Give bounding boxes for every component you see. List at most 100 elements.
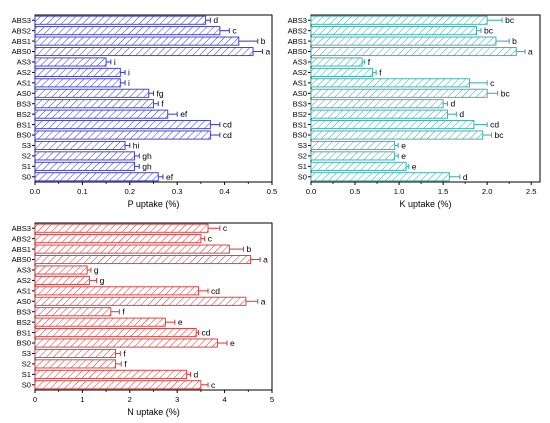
k-category-label: S1 bbox=[298, 162, 307, 171]
n-category-label: BS2 bbox=[17, 318, 31, 327]
p-significance-letter: gh bbox=[142, 161, 152, 171]
n-bar bbox=[34, 296, 247, 306]
k-significance-letter: e bbox=[401, 140, 406, 150]
p-category-label: AS0 bbox=[17, 89, 31, 98]
n-significance-letter: c bbox=[211, 380, 216, 390]
k-bar bbox=[310, 15, 488, 25]
k-bar bbox=[310, 120, 475, 130]
n-category-label: BS3 bbox=[17, 307, 31, 316]
k-significance-letter: bc bbox=[501, 88, 511, 98]
n-bar bbox=[34, 286, 199, 296]
p-category-label: S0 bbox=[22, 172, 31, 181]
n-category-label: S3 bbox=[22, 349, 31, 358]
k-bar bbox=[310, 130, 484, 140]
n-significance-letter: e bbox=[178, 317, 183, 327]
p-category-label: BS1 bbox=[17, 120, 31, 129]
k-significance-letter: e bbox=[401, 151, 406, 161]
n-bar bbox=[34, 265, 88, 275]
k-x-tick-label: 1.0 bbox=[394, 187, 405, 196]
n-x-tick-label: 3 bbox=[175, 395, 179, 404]
n-category-label: BS0 bbox=[17, 339, 31, 348]
p-bar bbox=[34, 36, 240, 46]
p-bar bbox=[34, 120, 211, 130]
n-category-label: AS1 bbox=[17, 287, 31, 296]
k-bar bbox=[310, 88, 488, 98]
k-significance-letter: c bbox=[490, 78, 495, 88]
n-significance-letter: c bbox=[208, 234, 213, 244]
p-bar bbox=[34, 130, 211, 140]
n-bar bbox=[34, 338, 218, 348]
p-category-label: S3 bbox=[22, 141, 31, 150]
p-bar bbox=[34, 26, 221, 36]
p-x-tick-label: 0.2 bbox=[125, 187, 136, 196]
k-category-label: ABS2 bbox=[288, 26, 307, 35]
k-category-label: BS3 bbox=[293, 99, 307, 108]
p-x-tick-label: 0.5 bbox=[267, 187, 278, 196]
p-bar bbox=[34, 57, 107, 67]
p-category-label: AS1 bbox=[17, 79, 31, 88]
p-category-label: ABS0 bbox=[12, 47, 31, 56]
p-category-label: BS0 bbox=[17, 131, 31, 140]
p-bar bbox=[34, 172, 159, 182]
n-bar bbox=[34, 223, 209, 233]
n-category-label: ABS3 bbox=[12, 224, 31, 233]
n-significance-letter: f bbox=[124, 359, 127, 369]
n-category-label: S0 bbox=[22, 380, 31, 389]
k-category-label: S2 bbox=[298, 152, 307, 161]
n-x-tick-label: 1 bbox=[80, 395, 84, 404]
n-significance-letter: g bbox=[100, 275, 105, 285]
p-significance-letter: cd bbox=[223, 120, 232, 130]
k-bar bbox=[310, 36, 497, 46]
p-significance-letter: b bbox=[261, 36, 266, 46]
n-bar bbox=[34, 369, 188, 379]
k-category-label: BS0 bbox=[293, 131, 307, 140]
k-category-label: ABS3 bbox=[288, 16, 307, 25]
p-x-tick-label: 0.4 bbox=[219, 187, 230, 196]
p-significance-letter: c bbox=[232, 26, 237, 36]
p-x-axis-label: P uptake (%) bbox=[128, 199, 180, 209]
n-significance-letter: a bbox=[261, 296, 266, 306]
p-significance-letter: gh bbox=[142, 151, 152, 161]
p-x-tick-label: 0.1 bbox=[77, 187, 88, 196]
k-significance-letter: d bbox=[459, 109, 464, 119]
p-bar bbox=[34, 109, 169, 119]
k-significance-letter: d bbox=[451, 99, 456, 109]
k-x-tick-label: 0.5 bbox=[350, 187, 361, 196]
n-bar bbox=[34, 244, 230, 254]
k-category-label: AS2 bbox=[293, 68, 307, 77]
k-x-tick-label: 2.0 bbox=[482, 187, 493, 196]
k-category-label: BS1 bbox=[293, 120, 307, 129]
n-significance-letter: d bbox=[193, 369, 198, 379]
k-significance-letter: e bbox=[412, 161, 417, 171]
n-bar bbox=[34, 307, 112, 317]
p-significance-letter: i bbox=[128, 78, 130, 88]
p-bar bbox=[34, 99, 154, 109]
n-x-axis-label: N uptake (%) bbox=[127, 407, 180, 417]
k-x-axis-label: K uptake (%) bbox=[399, 199, 451, 209]
k-x-tick-label: 2.5 bbox=[526, 187, 537, 196]
p-significance-letter: ef bbox=[166, 172, 174, 182]
k-category-label: BS2 bbox=[293, 110, 307, 119]
n-bar bbox=[34, 380, 202, 390]
k-category-label: AS0 bbox=[293, 89, 307, 98]
k-bar bbox=[310, 67, 374, 77]
n-category-label: ABS0 bbox=[12, 255, 31, 264]
k-x-tick-label: 1.5 bbox=[438, 187, 449, 196]
k-bar bbox=[310, 140, 396, 150]
n-significance-letter: f bbox=[122, 307, 125, 317]
k-category-label: ABS1 bbox=[288, 37, 307, 46]
k-bar bbox=[310, 26, 478, 36]
k-x-tick-label: 0.0 bbox=[306, 187, 317, 196]
p-x-tick-label: 0.0 bbox=[30, 187, 41, 196]
n-x-tick-label: 0 bbox=[33, 395, 37, 404]
k-category-label: AS3 bbox=[293, 58, 307, 67]
k-bar bbox=[310, 151, 396, 161]
k-significance-letter: d bbox=[463, 172, 468, 182]
p-significance-letter: cd bbox=[223, 130, 232, 140]
p-bar bbox=[34, 78, 121, 88]
p-significance-letter: a bbox=[266, 47, 271, 57]
n-significance-letter: cd bbox=[211, 286, 220, 296]
n-bar bbox=[34, 348, 117, 358]
n-bar bbox=[34, 317, 166, 327]
